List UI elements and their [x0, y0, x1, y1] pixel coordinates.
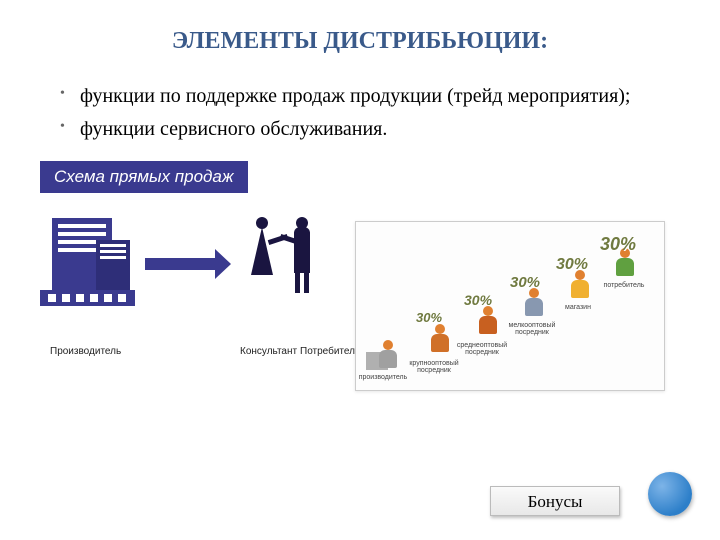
bullet-item: функции по поддержке продаж продукции (т…	[60, 83, 680, 110]
arrow-icon	[145, 258, 215, 270]
consultant-label: Консультант	[240, 346, 297, 357]
people-icon	[240, 217, 340, 307]
chain-node-icon	[566, 270, 594, 302]
pct-label: 30%	[510, 274, 540, 291]
chain-node-icon	[474, 306, 502, 338]
chain-diagram: 30% 30% 30% 30% 30% производитель крупно…	[355, 221, 665, 391]
consumer-label: Потребитель	[300, 346, 360, 357]
chain-label: крупнооптовый посредник	[404, 360, 464, 374]
chain-node-icon	[374, 340, 402, 372]
chain-label: мелкооптовый посредник	[502, 322, 562, 336]
slide-title: ЭЛЕМЕНТЫ ДИСТРИБЬЮЦИИ:	[40, 28, 680, 55]
chain-node-icon	[426, 324, 454, 356]
pct-label: 30%	[556, 256, 588, 274]
circle-decoration-icon	[648, 472, 692, 516]
direct-sales-title: Схема прямых продаж	[40, 161, 248, 193]
bullet-list: функции по поддержке продаж продукции (т…	[40, 83, 680, 143]
chain-label: производитель	[353, 374, 413, 381]
direct-sales-diagram: Схема прямых продаж	[40, 161, 380, 343]
chain-label: магазин	[548, 304, 608, 311]
pct-label: 30%	[600, 234, 636, 255]
bonus-box: Бонусы	[490, 486, 620, 516]
producer-label: Производитель	[50, 346, 121, 357]
chain-node-icon	[520, 288, 548, 320]
pct-label: 30%	[464, 292, 492, 308]
factory-icon	[40, 218, 135, 303]
chain-label: среднеоптовый посредник	[452, 342, 512, 356]
pct-label: 30%	[416, 310, 442, 325]
bullet-item: функции сервисного обслуживания.	[60, 116, 680, 143]
chain-label: потребитель	[594, 282, 654, 289]
